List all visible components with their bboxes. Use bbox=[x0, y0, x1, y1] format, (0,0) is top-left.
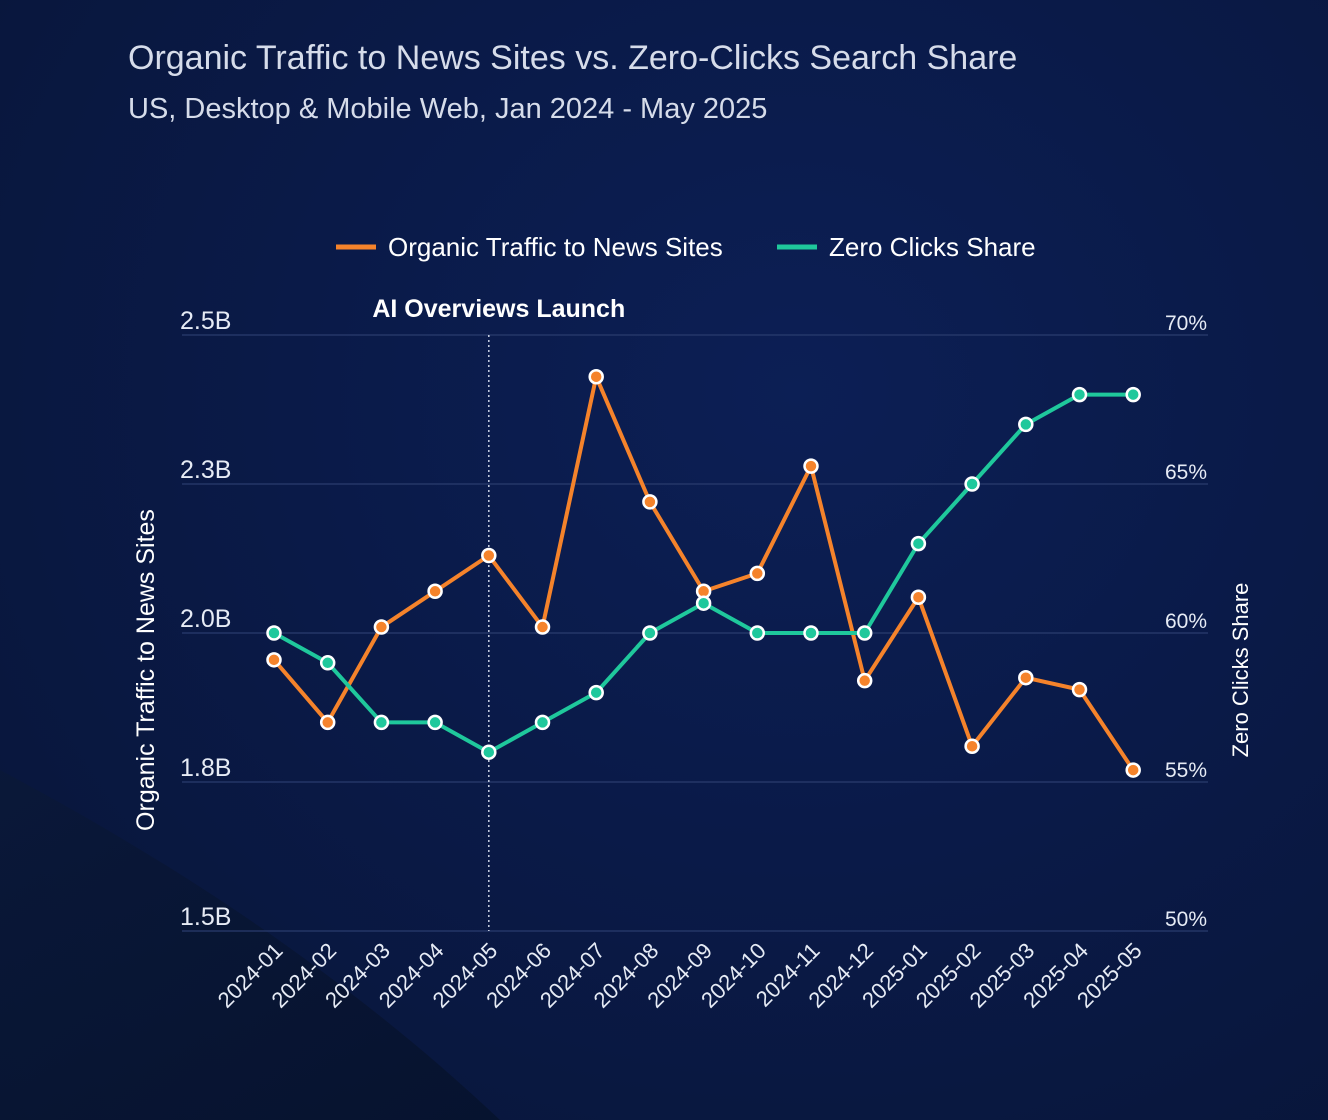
data-point-zero-clicks bbox=[373, 714, 390, 731]
right-tick-label: 50% bbox=[1165, 908, 1207, 931]
data-point-traffic bbox=[964, 738, 980, 754]
data-point-traffic bbox=[427, 583, 443, 600]
data-point-traffic bbox=[481, 547, 497, 564]
chart-title: Organic Traffic to News Sites vs. Zero-C… bbox=[128, 39, 1017, 77]
data-point-zero-clicks bbox=[749, 625, 766, 641]
left-tick-label: 2.3B bbox=[180, 456, 231, 484]
data-point-traffic bbox=[266, 652, 282, 668]
gridlines bbox=[182, 334, 1208, 932]
data-point-traffic bbox=[803, 458, 819, 474]
data-point-traffic bbox=[1018, 669, 1034, 686]
data-point-zero-clicks bbox=[910, 535, 927, 552]
right-axis-title: Zero Clicks Share bbox=[1228, 583, 1253, 758]
data-point-zero-clicks bbox=[803, 625, 819, 641]
data-point-traffic bbox=[1071, 681, 1088, 698]
background-shade bbox=[0, 770, 500, 1120]
data-point-traffic bbox=[642, 494, 658, 510]
data-point-zero-clicks bbox=[266, 625, 282, 641]
legend-label-traffic: Organic Traffic to News Sites bbox=[388, 232, 723, 262]
data-point-zero-clicks bbox=[695, 595, 712, 611]
right-tick-label: 60% bbox=[1165, 610, 1207, 633]
left-axis-ticks: 1.5B 1.8B 2.0B 2.3B 2.5B bbox=[180, 307, 231, 931]
ai-overviews-annotation: AI Overviews Launch bbox=[372, 295, 625, 931]
left-axis-title: Organic Traffic to News Sites bbox=[132, 509, 160, 831]
data-point-zero-clicks bbox=[964, 476, 980, 492]
legend-label-zero-clicks: Zero Clicks Share bbox=[829, 232, 1036, 262]
data-point-traffic bbox=[588, 368, 604, 385]
annotation-label: AI Overviews Launch bbox=[372, 295, 625, 323]
data-point-zero-clicks bbox=[856, 625, 873, 641]
data-point-traffic bbox=[319, 714, 336, 731]
data-point-traffic bbox=[910, 589, 927, 605]
data-point-traffic bbox=[373, 619, 390, 635]
data-point-zero-clicks bbox=[534, 714, 551, 731]
left-tick-label: 1.5B bbox=[180, 903, 231, 931]
data-point-zero-clicks bbox=[319, 655, 336, 671]
series-line-traffic bbox=[272, 374, 1136, 773]
data-point-zero-clicks bbox=[427, 714, 443, 731]
data-point-zero-clicks bbox=[1125, 386, 1141, 403]
data-point-zero-clicks bbox=[588, 684, 604, 701]
data-point-zero-clicks bbox=[1071, 386, 1088, 403]
series-points bbox=[266, 368, 1141, 778]
left-tick-label: 2.0B bbox=[180, 605, 231, 633]
series-lines bbox=[272, 374, 1136, 773]
data-point-zero-clicks bbox=[642, 625, 658, 641]
right-tick-label: 70% bbox=[1165, 312, 1207, 335]
data-point-zero-clicks bbox=[1018, 416, 1034, 433]
chart-subtitle: US, Desktop & Mobile Web, Jan 2024 - May… bbox=[128, 93, 767, 125]
data-point-traffic bbox=[1125, 762, 1141, 778]
left-tick-label: 1.8B bbox=[180, 754, 231, 782]
data-point-traffic bbox=[534, 619, 551, 635]
data-point-zero-clicks bbox=[481, 744, 497, 760]
data-point-traffic bbox=[749, 565, 766, 582]
legend: Organic Traffic to News Sites Zero Click… bbox=[336, 232, 1036, 262]
left-tick-label: 2.5B bbox=[180, 307, 231, 335]
series-line-zero-clicks bbox=[272, 392, 1136, 755]
right-tick-label: 65% bbox=[1165, 461, 1207, 484]
right-axis-ticks: 50% 55% 60% 65% 70% bbox=[1165, 312, 1207, 931]
right-tick-label: 55% bbox=[1165, 759, 1207, 782]
data-point-traffic bbox=[856, 672, 873, 689]
